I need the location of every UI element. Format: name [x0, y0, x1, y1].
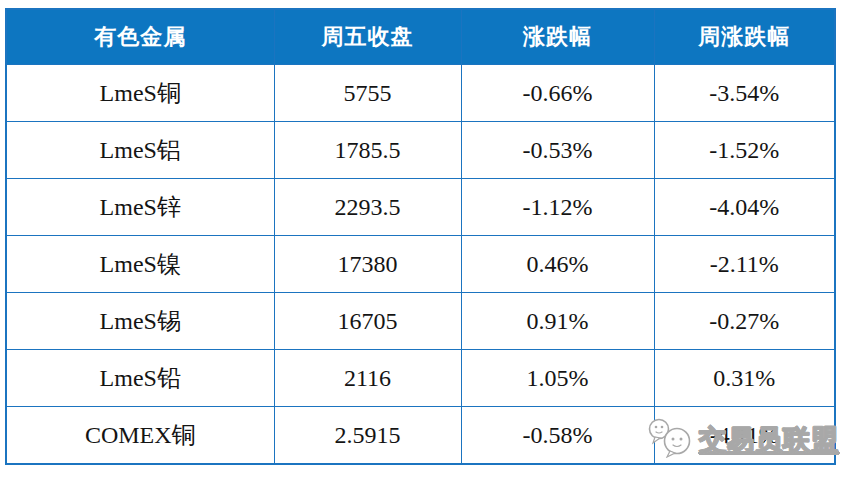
change-cell: -0.58% [461, 407, 654, 465]
close-cell: 5755 [274, 65, 461, 122]
change-cell: -0.66% [461, 65, 654, 122]
metals-table: 有色金属 周五收盘 涨跌幅 周涨跌幅 LmeS铜5755-0.66%-3.54%… [5, 8, 836, 465]
table-row: LmeS铜5755-0.66%-3.54% [6, 65, 835, 122]
change-cell: 0.91% [461, 293, 654, 350]
week-change-cell: -1.52% [654, 122, 835, 179]
table-row: LmeS铝1785.5-0.53%-1.52% [6, 122, 835, 179]
close-cell: 1785.5 [274, 122, 461, 179]
close-cell: 2293.5 [274, 179, 461, 236]
week-change-cell: -0.27% [654, 293, 835, 350]
metal-name-cell: LmeS铝 [6, 122, 274, 179]
week-change-cell: -4.11% [654, 407, 835, 465]
metal-name-cell: COMEX铜 [6, 407, 274, 465]
week-change-cell: -3.54% [654, 65, 835, 122]
close-cell: 17380 [274, 236, 461, 293]
header-friday-close: 周五收盘 [274, 9, 461, 65]
close-cell: 2.5915 [274, 407, 461, 465]
change-cell: -1.12% [461, 179, 654, 236]
table-row: LmeS锌2293.5-1.12%-4.04% [6, 179, 835, 236]
week-change-cell: -4.04% [654, 179, 835, 236]
week-change-cell: -2.11% [654, 236, 835, 293]
week-change-cell: 0.31% [654, 350, 835, 407]
metal-name-cell: LmeS铅 [6, 350, 274, 407]
close-cell: 2116 [274, 350, 461, 407]
table-row: LmeS铅21161.05%0.31% [6, 350, 835, 407]
metal-name-cell: LmeS锡 [6, 293, 274, 350]
metal-name-cell: LmeS锌 [6, 179, 274, 236]
metals-table-image: 有色金属 周五收盘 涨跌幅 周涨跌幅 LmeS铜5755-0.66%-3.54%… [0, 0, 844, 479]
metal-name-cell: LmeS镍 [6, 236, 274, 293]
change-cell: 1.05% [461, 350, 654, 407]
change-cell: -0.53% [461, 122, 654, 179]
table-row: COMEX铜2.5915-0.58%-4.11% [6, 407, 835, 465]
close-cell: 16705 [274, 293, 461, 350]
change-cell: 0.46% [461, 236, 654, 293]
header-week-change: 周涨跌幅 [654, 9, 835, 65]
metal-name-cell: LmeS铜 [6, 65, 274, 122]
header-metal: 有色金属 [6, 9, 274, 65]
table-row: LmeS镍173800.46%-2.11% [6, 236, 835, 293]
header-change: 涨跌幅 [461, 9, 654, 65]
header-row: 有色金属 周五收盘 涨跌幅 周涨跌幅 [6, 9, 835, 65]
table-row: LmeS锡167050.91%-0.27% [6, 293, 835, 350]
